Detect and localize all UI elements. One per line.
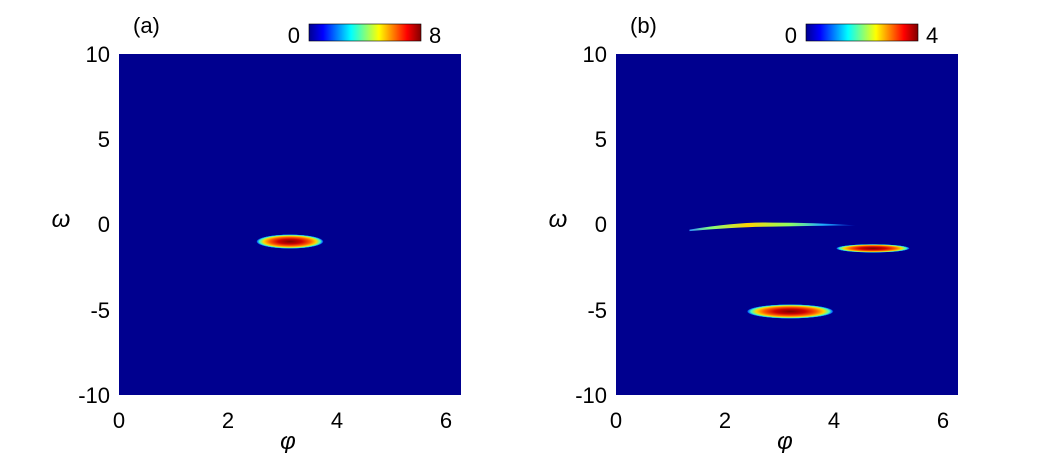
ytick-label-b-neg5: -5 — [587, 298, 607, 323]
ytick-label-a-5: 5 — [98, 127, 110, 152]
features-a — [256, 234, 324, 249]
ylabel-b: ω — [549, 206, 568, 233]
panel-label-b: (b) — [630, 13, 657, 38]
xtick-label-b-2: 2 — [719, 408, 731, 433]
xtick-label-a-2: 2 — [222, 408, 234, 433]
features-b — [689, 222, 910, 319]
colorbar-a — [308, 23, 422, 42]
ytick-label-a-neg10: -10 — [78, 383, 110, 408]
xtick-label-b-6: 6 — [937, 408, 949, 433]
colorbar-min-label-b: 0 — [785, 23, 797, 48]
ytick-label-b-neg10: -10 — [575, 383, 607, 408]
xlabel-b: φ — [777, 428, 793, 453]
xlabel-a: φ — [280, 428, 296, 453]
lower-peak — [746, 304, 834, 319]
colorbar-max-label-a: 8 — [429, 23, 441, 48]
panel-a: (a) 0 8 10 5 0 -5 -10 0 2 4 6 φ ω — [52, 13, 461, 453]
ylabel-a: ω — [52, 206, 71, 233]
ytick-label-a-0: 0 — [98, 212, 110, 237]
peak — [256, 234, 324, 249]
xtick-label-a-0: 0 — [113, 408, 125, 433]
xtick-label-b-4: 4 — [828, 408, 840, 433]
xtick-label-a-6: 6 — [440, 408, 452, 433]
xtick-label-b-0: 0 — [610, 408, 622, 433]
colorbar-b — [805, 23, 919, 42]
ytick-label-a-10: 10 — [86, 42, 110, 67]
right-peak — [835, 244, 910, 253]
ytick-label-a-neg5: -5 — [90, 298, 110, 323]
colorbar-max-label-b: 4 — [926, 23, 938, 48]
ytick-label-b-0: 0 — [595, 212, 607, 237]
ytick-label-b-10: 10 — [583, 42, 607, 67]
ytick-label-b-5: 5 — [595, 127, 607, 152]
upper-arc — [689, 222, 856, 232]
panel-b: (b) 0 4 10 5 0 -5 -10 0 2 4 6 φ ω — [549, 13, 958, 453]
colorbar-min-label-a: 0 — [288, 23, 300, 48]
panel-label-a: (a) — [133, 13, 160, 38]
xtick-label-a-4: 4 — [331, 408, 343, 433]
plot-area-a — [119, 54, 461, 395]
